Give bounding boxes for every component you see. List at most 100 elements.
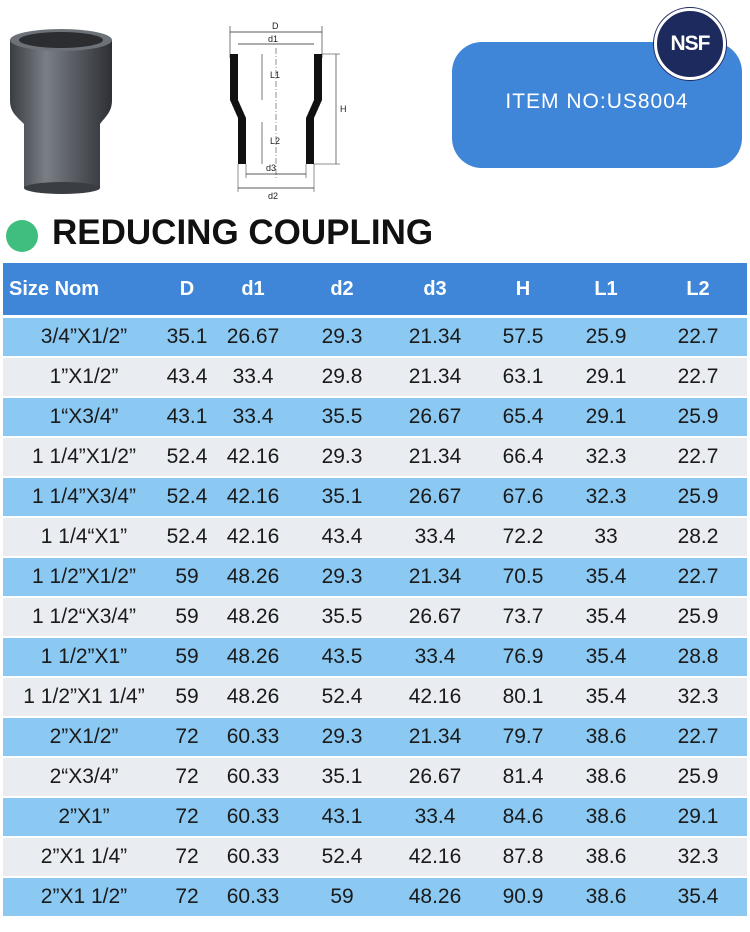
cell-H: 57.5 (483, 316, 563, 358)
cell-size-nom: 2”X1 1/4” (3, 837, 165, 878)
spec-table-body: 3/4”X1/2” 35.1 26.67 29.3 21.34 57.5 25.9 22.7 1… (3, 316, 747, 918)
cell-D: 35.1 (165, 316, 209, 358)
cell-L2: 22.7 (649, 437, 747, 478)
cell-d2: 29.3 (297, 316, 387, 358)
header-d1: d1 (209, 263, 297, 318)
label-d2: d2 (268, 191, 278, 201)
cell-H: 76.9 (483, 637, 563, 678)
table-row: 2“X3/4” 72 60.33 35.1 26.67 81.4 38.6 25.9 (3, 757, 747, 798)
page-title: REDUCING COUPLING (52, 213, 434, 252)
nsf-certification-badge: NSF (654, 8, 726, 80)
cell-d1: 60.33 (209, 877, 297, 918)
cell-d1: 60.33 (209, 837, 297, 878)
cell-d1: 48.26 (209, 677, 297, 718)
cell-D: 59 (165, 637, 209, 678)
cell-d3: 21.34 (387, 357, 483, 398)
cell-H: 80.1 (483, 677, 563, 718)
label-H: H (340, 104, 347, 114)
table-row: 1“X3/4” 43.1 33.4 35.5 26.67 65.4 29.1 25.9 (3, 397, 747, 438)
cell-H: 67.6 (483, 477, 563, 518)
cell-d3: 33.4 (387, 637, 483, 678)
cell-H: 81.4 (483, 757, 563, 798)
cell-L2: 29.1 (649, 797, 747, 838)
cell-L1: 38.6 (563, 877, 649, 918)
cell-H: 72.2 (483, 517, 563, 558)
table-row: 1”X1/2” 43.4 33.4 29.8 21.34 63.1 29.1 22.7 (3, 357, 747, 398)
cell-d3: 26.67 (387, 397, 483, 438)
cell-L1: 38.6 (563, 837, 649, 878)
table-row: 2”X1” 72 60.33 43.1 33.4 84.6 38.6 29.1 (3, 797, 747, 838)
table-row: 1 1/2”X1/2” 59 48.26 29.3 21.34 70.5 35.4 22.7 (3, 557, 747, 598)
table-row: 1 1/4”X1/2” 52.4 42.16 29.3 21.34 66.4 32.3 22.… (3, 437, 747, 478)
cell-L1: 33 (563, 517, 649, 558)
cell-d2: 29.3 (297, 557, 387, 598)
cell-H: 66.4 (483, 437, 563, 478)
cell-d1: 60.33 (209, 757, 297, 798)
cell-d3: 48.26 (387, 877, 483, 918)
cell-d1: 48.26 (209, 597, 297, 638)
header-D: D (165, 263, 209, 318)
table-header-row: Size Nom D d1 d2 d3 H L1 L2 (3, 263, 747, 318)
spec-table-container: Size Nom D d1 d2 d3 H L1 L2 3/4”X1/2” 35.… (3, 263, 747, 918)
cell-L1: 35.4 (563, 597, 649, 638)
cell-d1: 48.26 (209, 637, 297, 678)
cell-d2: 29.8 (297, 357, 387, 398)
cell-d1: 60.33 (209, 717, 297, 758)
cell-d2: 52.4 (297, 837, 387, 878)
table-row: 3/4”X1/2” 35.1 26.67 29.3 21.34 57.5 25.9 22.7 (3, 316, 747, 358)
cell-d2: 35.5 (297, 397, 387, 438)
cell-L2: 35.4 (649, 877, 747, 918)
cell-d1: 48.26 (209, 557, 297, 598)
cell-L2: 22.7 (649, 557, 747, 598)
cell-D: 52.4 (165, 477, 209, 518)
cell-d1: 60.33 (209, 797, 297, 838)
cell-size-nom: 1 1/2“X3/4” (3, 597, 165, 638)
table-row: 1 1/4“X1” 52.4 42.16 43.4 33.4 72.2 33 28.2 (3, 517, 747, 558)
cell-d1: 42.16 (209, 477, 297, 518)
cell-D: 72 (165, 877, 209, 918)
cell-d1: 26.67 (209, 316, 297, 358)
label-D: D (272, 21, 279, 31)
table-row: 2”X1 1/4” 72 60.33 52.4 42.16 87.8 38.6 32.3 (3, 837, 747, 878)
cell-size-nom: 2“X3/4” (3, 757, 165, 798)
cell-size-nom: 1“X3/4” (3, 397, 165, 438)
cell-size-nom: 2”X1/2” (3, 717, 165, 758)
cell-L1: 29.1 (563, 357, 649, 398)
cell-H: 84.6 (483, 797, 563, 838)
cell-D: 72 (165, 717, 209, 758)
cell-d3: 21.34 (387, 717, 483, 758)
cell-L2: 25.9 (649, 477, 747, 518)
cell-d2: 43.4 (297, 517, 387, 558)
cell-L2: 25.9 (649, 757, 747, 798)
cell-d3: 42.16 (387, 837, 483, 878)
cell-L1: 29.1 (563, 397, 649, 438)
cell-d2: 29.3 (297, 437, 387, 478)
cell-L2: 25.9 (649, 597, 747, 638)
cell-d3: 26.67 (387, 477, 483, 518)
cell-d1: 42.16 (209, 437, 297, 478)
cell-H: 79.7 (483, 717, 563, 758)
cell-H: 87.8 (483, 837, 563, 878)
cell-L1: 38.6 (563, 717, 649, 758)
cell-D: 72 (165, 757, 209, 798)
cell-size-nom: 2”X1” (3, 797, 165, 838)
item-number-label: ITEM NO:US8004 (505, 90, 689, 113)
cell-D: 43.1 (165, 397, 209, 438)
cell-H: 63.1 (483, 357, 563, 398)
header-H: H (483, 263, 563, 318)
label-d1: d1 (268, 34, 278, 44)
cell-d3: 21.34 (387, 437, 483, 478)
header-L1: L1 (563, 263, 649, 318)
cell-size-nom: 1”X1/2” (3, 357, 165, 398)
cell-L2: 32.3 (649, 677, 747, 718)
cell-L1: 35.4 (563, 677, 649, 718)
cell-H: 65.4 (483, 397, 563, 438)
cell-d2: 59 (297, 877, 387, 918)
table-row: 1 1/2”X1 1/4” 59 48.26 52.4 42.16 80.1 35.4 32.… (3, 677, 747, 718)
cell-H: 73.7 (483, 597, 563, 638)
label-L1: L1 (270, 70, 280, 80)
cell-size-nom: 1 1/4“X1” (3, 517, 165, 558)
cell-L2: 32.3 (649, 837, 747, 878)
cell-L1: 38.6 (563, 757, 649, 798)
table-row: 2”X1 1/2” 72 60.33 59 48.26 90.9 38.6 35.4 (3, 877, 747, 918)
